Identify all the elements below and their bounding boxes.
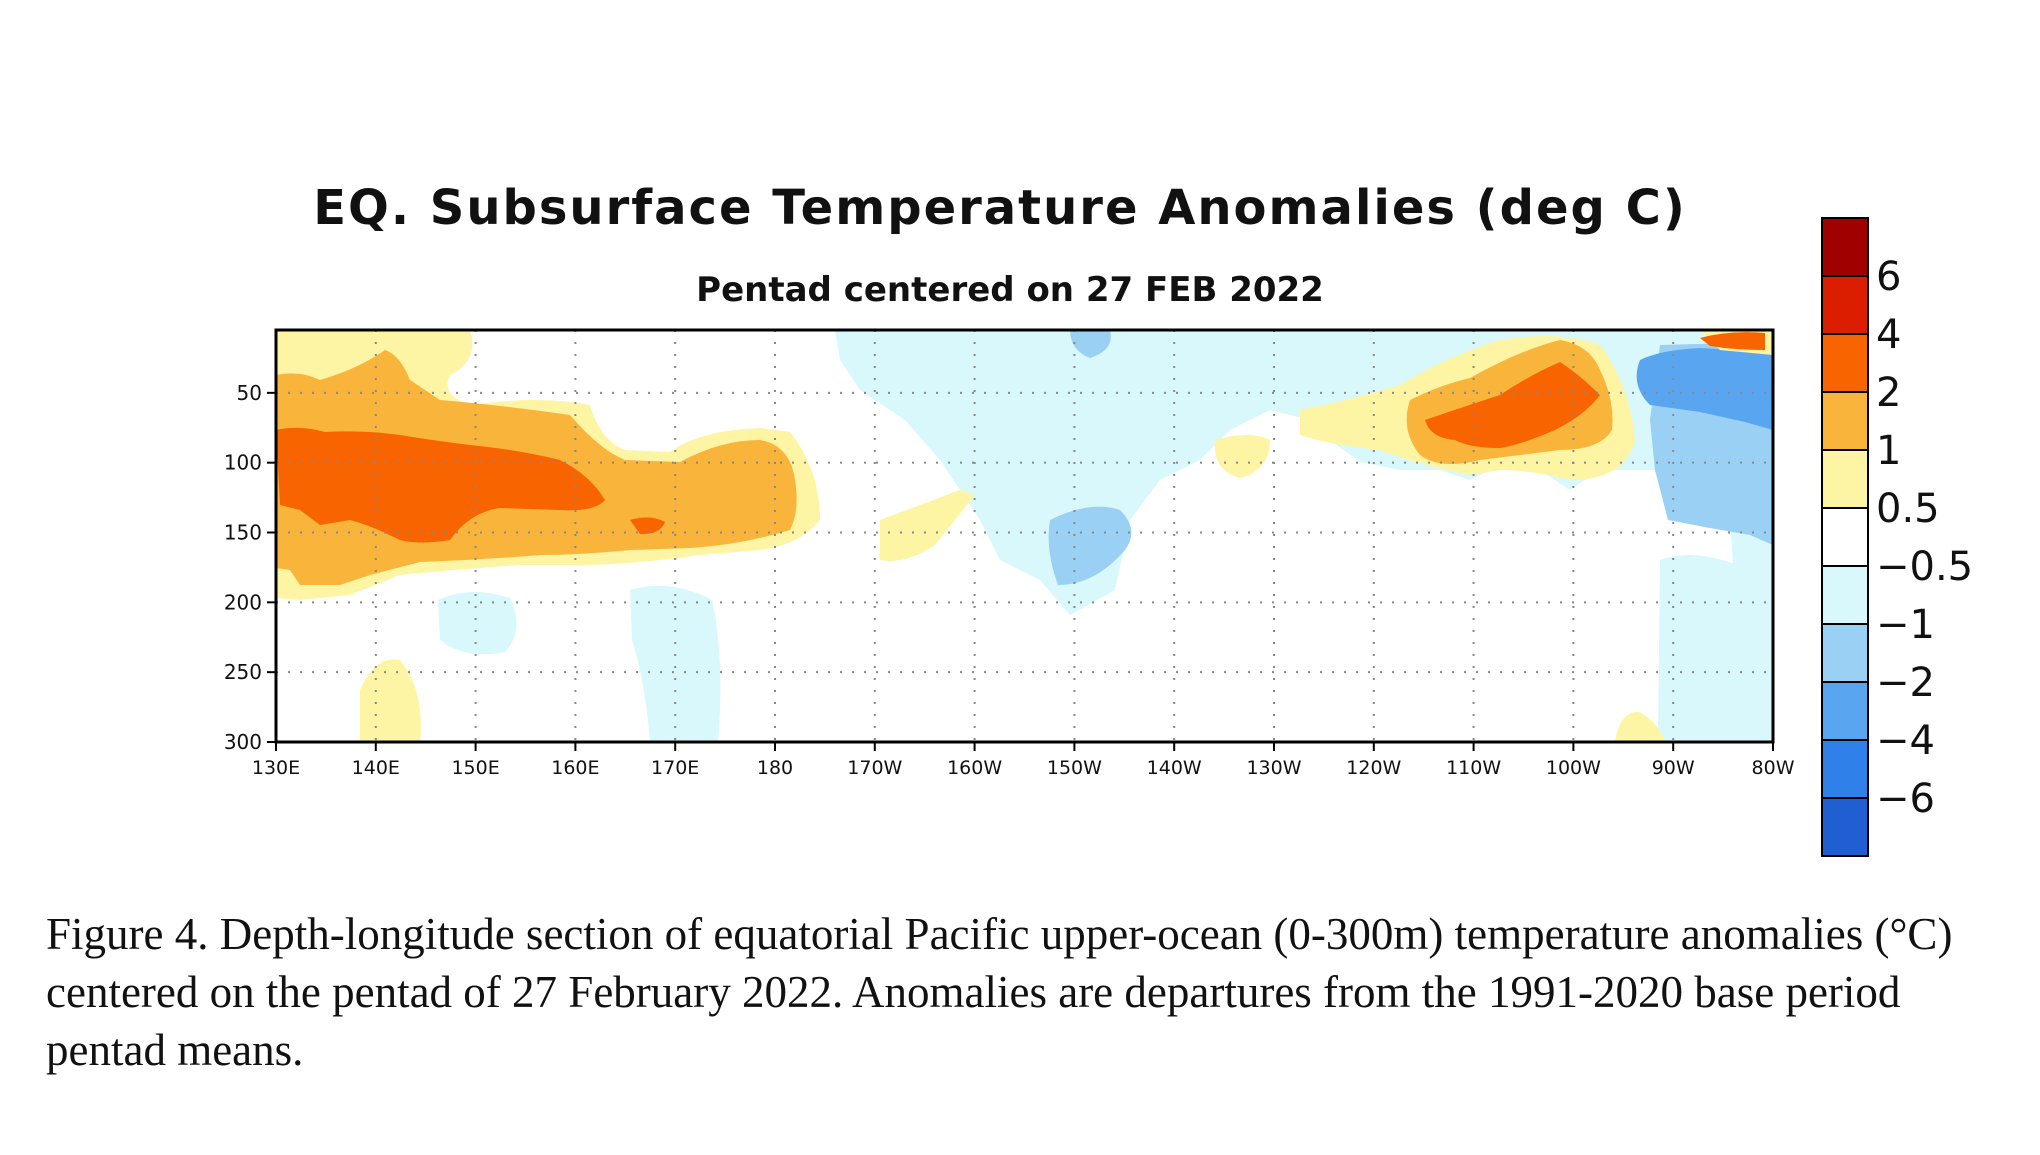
x-tick-label: 150E	[451, 757, 499, 779]
y-tick-label: 100	[224, 451, 262, 475]
colorbar-swatch	[1821, 217, 1869, 277]
colorbar-label: 0.5	[1876, 486, 1940, 532]
colorbar-label: 4	[1876, 312, 1901, 358]
colorbar-swatch	[1821, 681, 1869, 741]
colorbar-swatch	[1821, 739, 1869, 799]
anomaly-field	[276, 330, 1773, 742]
warm-patch-125w	[1214, 435, 1270, 478]
y-tick-label: 150	[224, 521, 262, 545]
x-tick-label: 160E	[551, 757, 599, 779]
y-tick-label: 50	[237, 381, 262, 405]
warm-peak-west	[276, 427, 605, 543]
colorbar-swatch	[1821, 565, 1869, 625]
colorbar-label: 6	[1876, 254, 1901, 300]
x-axis-ticks: 130E 140E 150E 160E 170E 180 170W 160W 150W 140W 1…	[252, 742, 1795, 779]
colorbar-label: −6	[1876, 776, 1935, 822]
cool-core-145w	[1048, 506, 1132, 585]
colorbar-label: −0.5	[1876, 544, 1973, 590]
x-tick-label: 140W	[1147, 757, 1202, 779]
anomaly-chart: 130E 140E 150E 160E 170E 180 170W 160W 150W 140W 1…	[224, 217, 1973, 857]
x-tick-label: 130E	[252, 757, 300, 779]
x-tick-label: 90W	[1652, 757, 1695, 779]
x-tick-label: 130W	[1246, 757, 1301, 779]
cool-patch-90w	[1658, 555, 1773, 742]
colorbar-label: −1	[1876, 602, 1935, 648]
x-tick-label: 100W	[1546, 757, 1601, 779]
y-axis-ticks: 50 100 150 200 250 300	[224, 381, 276, 754]
x-tick-label: 140E	[352, 757, 400, 779]
cool-patch-150e	[438, 591, 517, 655]
warm-peak-east	[1425, 362, 1600, 448]
x-tick-label: 150W	[1047, 757, 1102, 779]
colorbar-label: 1	[1876, 428, 1901, 474]
colorbar-swatch	[1821, 623, 1869, 683]
x-tick-label: 80W	[1752, 757, 1795, 779]
cool-core-150w-top	[1070, 330, 1111, 358]
x-tick-label: 170E	[651, 757, 699, 779]
colorbar-label: 2	[1876, 370, 1901, 416]
cool-core-85w	[1636, 348, 1773, 430]
warm-patch-140e-deep	[360, 659, 421, 742]
warm-blob-170e	[630, 517, 665, 535]
chart-subtitle: Pentad centered on 27 FEB 2022	[696, 270, 1324, 310]
y-tick-label: 200	[224, 590, 262, 614]
chart-title: EQ. Subsurface Temperature Anomalies (de…	[313, 180, 1687, 236]
colorbar-label: −4	[1876, 718, 1935, 764]
colorbar-swatch	[1821, 449, 1869, 509]
x-tick-label: 120W	[1346, 757, 1401, 779]
plot-frame	[274, 328, 1775, 744]
x-tick-label: 180	[757, 757, 793, 779]
y-tick-label: 300	[224, 730, 262, 754]
colorbar-swatch	[1821, 507, 1869, 567]
colorbar-swatch	[1821, 391, 1869, 451]
warm-tongue-165w	[880, 490, 975, 561]
warm-patch-95w-deep	[1615, 711, 1665, 742]
colorbar-swatch	[1821, 275, 1869, 335]
x-tick-label: 170W	[847, 757, 902, 779]
x-tick-label: 110W	[1446, 757, 1501, 779]
y-tick-label: 250	[224, 660, 262, 684]
x-tick-label: 160W	[947, 757, 1002, 779]
colorbar-swatch	[1821, 797, 1869, 857]
cool-patch-170e	[630, 585, 721, 742]
warm-peak-80w-top	[1700, 332, 1765, 350]
colorbar: 6 4 2 1 0.5 −0.5 −1 −2 −4 −6	[1821, 217, 1973, 857]
figure-caption: Figure 4. Depth-longitude section of equ…	[46, 909, 1953, 1075]
colorbar-swatch	[1821, 333, 1869, 393]
colorbar-label: −2	[1876, 660, 1935, 706]
